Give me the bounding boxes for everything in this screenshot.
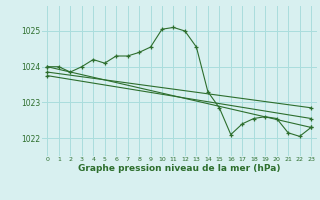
X-axis label: Graphe pression niveau de la mer (hPa): Graphe pression niveau de la mer (hPa)	[78, 164, 280, 173]
